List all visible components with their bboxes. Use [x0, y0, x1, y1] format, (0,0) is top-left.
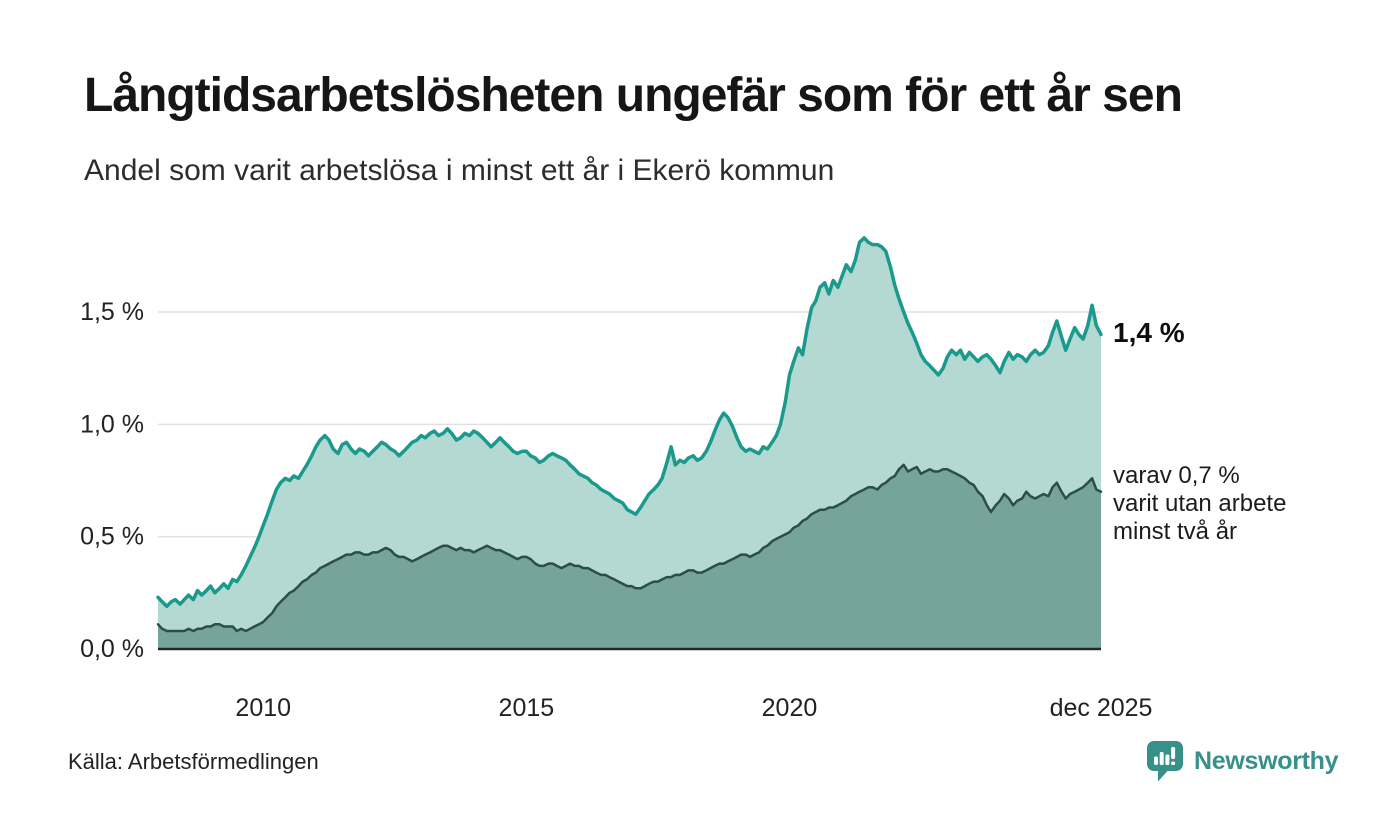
secondary-series-label-line3: minst två år [1113, 518, 1238, 545]
logo-bar-chart-exclamation-icon [1154, 747, 1176, 765]
secondary-series-label-line2: varit utan arbete [1113, 490, 1287, 517]
x-axis-tick-label: 2010 [235, 694, 291, 722]
latest-value-label: 1,4 % [1113, 317, 1185, 348]
y-axis-tick-label: 0,5 % [80, 523, 144, 551]
page-title: Långtidsarbetslösheten ungefär som för e… [84, 69, 1183, 122]
x-axis-tick-label: 2020 [762, 694, 818, 722]
newsworthy-logo-text: Newsworthy [1194, 746, 1339, 775]
source-attribution: Källa: Arbetsförmedlingen [68, 749, 319, 774]
unemployed-one-year-line [156, 236, 1103, 609]
page-subtitle: Andel som varit arbetslösa i minst ett å… [84, 154, 835, 187]
secondary-series-label: varav 0,7 % varit utan arbete minst två … [1113, 462, 1286, 546]
x-axis-tick-label: dec 2025 [1050, 694, 1153, 722]
unemployed-two-years-area [158, 464, 1101, 649]
newsworthy-logo: Newsworthy [1146, 740, 1339, 782]
y-axis-tick-label: 1,5 % [80, 298, 144, 326]
x-axis-tick-label: 2015 [499, 694, 555, 722]
logo-bubble-shape [1147, 741, 1183, 782]
y-axis-tick-label: 0,0 % [80, 635, 144, 663]
y-axis-tick-label: 1,0 % [80, 410, 144, 438]
unemployed-two-years-line [156, 463, 1103, 633]
secondary-series-label-line1: varav 0,7 % [1113, 462, 1240, 489]
newsworthy-logo-icon [1147, 741, 1183, 782]
